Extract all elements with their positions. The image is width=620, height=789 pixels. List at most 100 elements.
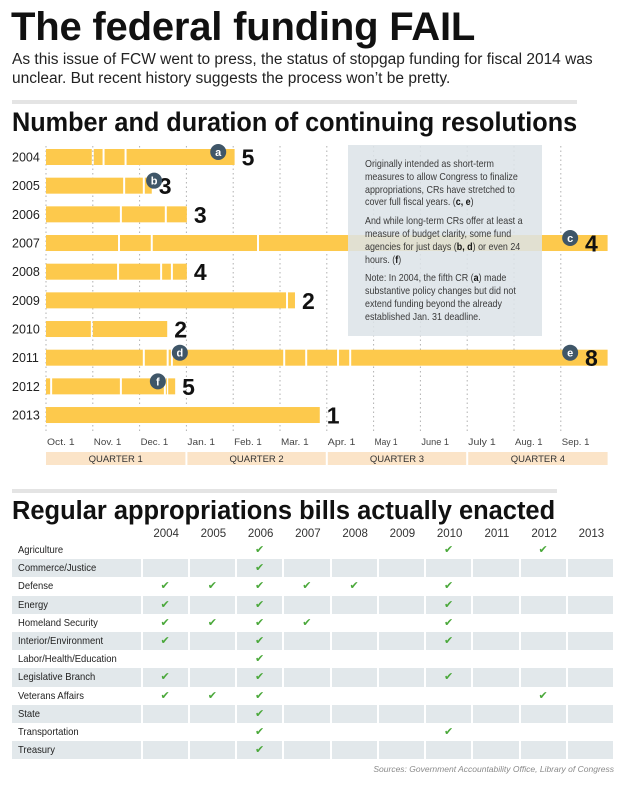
year-cell: ✔ <box>426 595 474 614</box>
bill-name-cell: Agriculture <box>12 541 143 560</box>
year-cell: ✔ <box>237 741 285 760</box>
annotation-paragraph: Originally intended as short-term measur… <box>365 158 535 209</box>
check-icon: ✔ <box>538 544 548 556</box>
check-icon: ✔ <box>160 598 170 611</box>
year-cell <box>189 704 237 723</box>
year-cell <box>331 704 379 723</box>
check-icon: ✔ <box>255 671 265 684</box>
check-icon: ✔ <box>255 544 265 556</box>
year-cell <box>520 704 568 723</box>
check-icon: ✔ <box>255 707 265 720</box>
source-credit: Sources: Government Accountability Offic… <box>373 764 614 774</box>
year-cell <box>568 541 615 560</box>
cr-segment <box>46 321 91 338</box>
year-cell <box>426 741 474 760</box>
cr-segment <box>162 263 171 280</box>
bill-name: Legislative Branch <box>18 671 96 684</box>
year-label: 2005 <box>12 179 40 193</box>
annotation-box: Originally intended as short-term measur… <box>348 145 542 336</box>
cr-segment <box>119 263 161 280</box>
check-icon: ✔ <box>160 689 170 702</box>
cr-segment <box>46 235 119 252</box>
quarter-label: QUARTER 3 <box>370 454 424 465</box>
appropriations-table: 2004 2005 2006 2007 2008 2009 2010 2011 2012 2013… <box>12 527 615 760</box>
year-column-header: 2012 <box>531 528 557 540</box>
check-icon: ✔ <box>444 544 454 556</box>
bill-name: Homeland Security <box>18 616 98 629</box>
cr-count-label: 8 <box>585 345 598 371</box>
x-tick-label: Jan. 1 <box>187 437 215 448</box>
bill-name-cell: Defense <box>12 577 143 596</box>
year-cell <box>521 577 568 596</box>
annotation-text-run: Note: In 2004, the fifth CR ( <box>365 272 474 285</box>
footnote-badge <box>171 344 188 361</box>
check-icon: ✔ <box>207 580 217 593</box>
year-cell <box>473 631 521 651</box>
year-column-header: 2009 <box>389 528 416 540</box>
year-label: 2012 <box>12 380 40 394</box>
year-cell: ✔ <box>237 668 285 687</box>
year-cell <box>521 650 568 669</box>
year-cell: ✔ <box>237 559 285 578</box>
cr-segment <box>104 149 125 165</box>
cr-segment <box>125 177 143 194</box>
year-cell: ✔ <box>237 722 285 742</box>
cr-segment <box>166 206 187 223</box>
year-cell: ✔ <box>332 577 379 596</box>
cr-segment <box>285 349 306 366</box>
year-cell: ✔ <box>237 704 285 723</box>
cr-count-label: 5 <box>242 145 255 171</box>
check-icon: ✔ <box>444 725 454 738</box>
bill-name-cell: Labor/Health/Education <box>12 650 143 669</box>
year-column-header: 2004 <box>153 528 179 540</box>
footnote-reference: f <box>395 253 399 266</box>
bill-name: Transportation <box>18 725 79 738</box>
x-tick-label: May 1 <box>375 437 398 448</box>
table-title: Regular appropriations bills actually en… <box>12 497 556 525</box>
quarter-label: QUARTER 1 <box>89 454 143 465</box>
cr-segment <box>52 378 120 395</box>
bill-name: State <box>18 707 41 720</box>
cr-count-label: 4 <box>194 259 207 285</box>
year-cell: ✔ <box>237 686 285 705</box>
footnote-reference: b, d <box>456 240 473 253</box>
year-cell <box>284 650 332 669</box>
cr-segment <box>46 292 287 309</box>
year-cell <box>332 686 379 705</box>
year-cell <box>379 541 426 560</box>
x-tick-label: June 1 <box>421 437 449 448</box>
year-cell <box>378 741 426 760</box>
year-cell: ✔ <box>284 577 332 596</box>
bill-name: Defense <box>18 580 54 593</box>
annotation-text-run: ) <box>470 196 474 209</box>
year-cell: ✔ <box>426 613 474 632</box>
year-column-header: 2007 <box>295 528 321 540</box>
year-cell <box>331 595 379 614</box>
check-icon: ✔ <box>207 616 217 629</box>
cr-segment <box>288 292 295 309</box>
cr-segment <box>339 349 350 366</box>
year-cell <box>473 650 521 669</box>
year-cell <box>284 559 332 578</box>
year-cell: ✔ <box>190 613 237 632</box>
x-tick-label: Sep. 1 <box>562 437 590 448</box>
year-cell <box>568 613 615 632</box>
check-icon: ✔ <box>160 580 170 593</box>
footnote-badge <box>149 373 166 390</box>
section-divider <box>12 100 577 104</box>
year-cell <box>142 741 190 760</box>
bill-name-cell: Legislative Branch <box>12 668 143 687</box>
footnote-badge-letter: a <box>215 147 222 159</box>
check-icon: ✔ <box>255 689 265 702</box>
year-cell <box>379 686 426 705</box>
footnote-badge-letter: c <box>567 233 573 245</box>
cr-segment <box>46 263 118 280</box>
footnote-badge-letter: f <box>156 376 160 388</box>
x-tick-label: Feb. 1 <box>234 437 262 448</box>
year-column-header: 2005 <box>200 528 227 540</box>
year-cell <box>473 577 521 596</box>
cr-segment <box>144 349 167 366</box>
year-cell <box>568 577 615 596</box>
year-cell <box>189 559 237 578</box>
year-cell <box>379 577 426 596</box>
